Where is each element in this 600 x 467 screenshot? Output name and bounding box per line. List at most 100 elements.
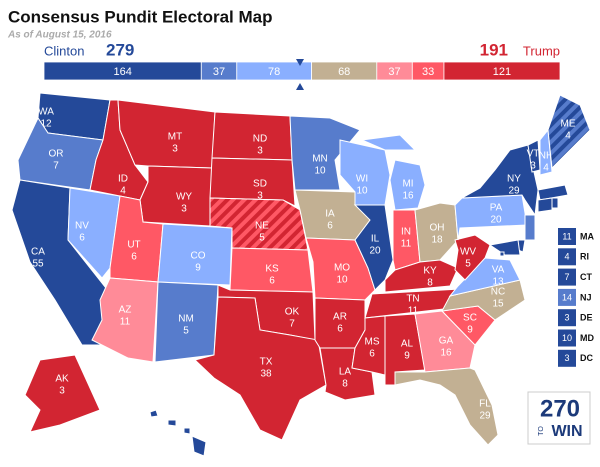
state-ev: 10 xyxy=(336,275,348,286)
state-label: OH xyxy=(430,223,445,234)
small-state-ev: 3 xyxy=(564,353,569,363)
candidate-votes: 279 xyxy=(106,40,134,59)
state-label: CA xyxy=(31,247,45,258)
small-state-ev: 4 xyxy=(564,252,569,262)
small-state-box xyxy=(558,288,576,306)
state-label: NY xyxy=(507,174,521,185)
state-ev: 7 xyxy=(289,319,295,330)
small-state-label: NJ xyxy=(580,292,592,302)
logo-number: 270 xyxy=(540,395,580,422)
state-label: MT xyxy=(168,132,182,143)
state-ev: 6 xyxy=(327,221,333,232)
state-ev: 5 xyxy=(465,259,471,270)
state-label: FL xyxy=(479,399,491,410)
state xyxy=(537,197,553,213)
state: KY8 xyxy=(384,259,459,293)
small-state-ev: 11 xyxy=(562,231,571,241)
state-shape xyxy=(194,296,327,441)
state-shape xyxy=(547,94,591,170)
state-label: ME xyxy=(561,119,576,130)
small-state-ev: 7 xyxy=(564,272,569,282)
segment-label: 33 xyxy=(422,66,434,78)
state-label: UT xyxy=(127,240,140,251)
state-ev: 9 xyxy=(404,351,410,362)
state-ev: 4 xyxy=(543,163,549,174)
small-state-ev: 14 xyxy=(562,292,572,302)
state-ev: 29 xyxy=(508,186,520,197)
state-ev: 4 xyxy=(183,446,189,457)
state-shape xyxy=(117,99,216,169)
state-ev: 3 xyxy=(172,144,178,155)
state-ev: 10 xyxy=(314,166,326,177)
segment-label: 37 xyxy=(213,66,225,78)
state-label: AZ xyxy=(119,305,132,316)
state-label: NV xyxy=(75,221,89,232)
state-ev: 20 xyxy=(369,246,381,257)
state-label: AK xyxy=(55,374,69,385)
state-ev: 11 xyxy=(408,306,419,317)
small-state-label: CT xyxy=(580,272,592,282)
state-ev: 3 xyxy=(257,146,263,157)
state-ev: 18 xyxy=(431,235,443,246)
state-shape xyxy=(149,409,159,418)
state-ev: 12 xyxy=(40,119,52,130)
state-label: IA xyxy=(325,209,335,220)
state-ev: 9 xyxy=(467,325,473,336)
state-label: WY xyxy=(176,192,192,203)
state-shape xyxy=(394,367,499,446)
subtitle: As of August 15, 2016 xyxy=(7,30,112,41)
state-label: NH xyxy=(539,151,553,162)
map: WA12OR7CA55NV6ID4MT3WY3UT6AZ11CO9NM5ND3S… xyxy=(11,92,591,457)
small-state-box xyxy=(558,268,576,286)
state-label: KS xyxy=(265,264,279,275)
state-ev: 11 xyxy=(401,239,412,250)
logo-win: WIN xyxy=(551,423,582,440)
state-ev: 20 xyxy=(490,215,502,226)
state-label: NC xyxy=(491,287,505,298)
state-ev: 10 xyxy=(356,186,368,197)
state: MT3 xyxy=(117,99,216,169)
candidate-votes: 191 xyxy=(480,40,508,59)
title: Consensus Pundit Electoral Map xyxy=(8,7,273,26)
state-ev: 29 xyxy=(479,411,491,422)
state-ev: 38 xyxy=(260,369,272,380)
segment-label: 164 xyxy=(113,66,131,78)
state-shape xyxy=(499,251,505,257)
state-shape xyxy=(353,204,394,291)
state-shape xyxy=(454,234,491,281)
state-label: NM xyxy=(178,314,194,325)
state xyxy=(551,197,559,209)
segment-label: 121 xyxy=(493,66,511,78)
state-label: IN xyxy=(401,227,411,238)
state-label: PA xyxy=(490,203,503,214)
state-shape xyxy=(551,197,559,209)
state-ev: 6 xyxy=(131,252,137,263)
state-label: CO xyxy=(191,251,206,262)
state: KS6 xyxy=(229,247,314,293)
state-shape xyxy=(191,435,207,457)
state-shape xyxy=(537,197,553,213)
state xyxy=(524,214,536,241)
state-ev: 5 xyxy=(259,233,265,244)
state-ev: 3 xyxy=(181,204,187,215)
state-shape xyxy=(524,214,536,241)
midpoint-marker xyxy=(296,59,304,66)
logo: 270 TO WIN xyxy=(527,391,591,445)
small-state-box xyxy=(558,349,576,367)
state-ev: 8 xyxy=(427,278,433,289)
state-label: WA xyxy=(38,107,54,118)
state-shape xyxy=(24,354,101,433)
state: NM5 xyxy=(154,281,219,363)
state: WY3 xyxy=(139,165,213,227)
state-label: NE xyxy=(255,221,269,232)
state-ev: 6 xyxy=(269,276,275,287)
state-ev: 3 xyxy=(257,191,263,202)
state-ev: 7 xyxy=(53,161,59,172)
state-ev: 3 xyxy=(59,386,65,397)
